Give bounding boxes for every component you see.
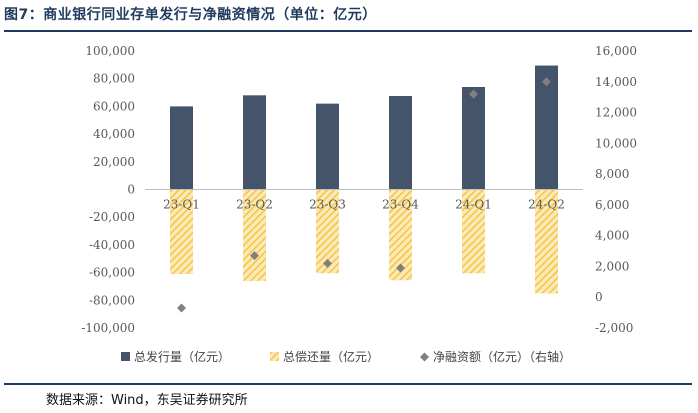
- right-tick-label: 12,000: [595, 106, 637, 120]
- net-financing-point: [542, 77, 551, 87]
- title-rule: [4, 30, 692, 32]
- repayment-bar: [389, 189, 412, 281]
- right-tick-label: 0: [595, 290, 603, 304]
- repayment-bar: [316, 189, 339, 274]
- repayment-bar: [462, 189, 485, 274]
- right-tick-label: 4,000: [595, 229, 629, 243]
- category-label: 24-Q2: [528, 198, 565, 212]
- right-axis: 16,000 14,000 12,000 10,000 8,000 6,000 4,000 2…: [595, 44, 637, 335]
- legend-swatch-issuance: [121, 352, 130, 361]
- right-tick-label: 14,000: [595, 75, 637, 89]
- right-tick-label: 10,000: [595, 136, 637, 150]
- left-tick-label: 0: [127, 183, 135, 197]
- issuance-bar: [462, 87, 485, 190]
- net-financing-point: [469, 89, 478, 99]
- right-tick-label: 8,000: [595, 167, 629, 181]
- left-tick-label: -80,000: [89, 293, 135, 307]
- legend-swatch-net: [420, 352, 429, 362]
- left-tick-label: 40,000: [93, 127, 135, 141]
- legend: 总发行量（亿元） 总偿还量（亿元） 净融资额（亿元）（右轴）: [121, 349, 571, 364]
- repayment-bar: [170, 189, 193, 274]
- left-tick-label: -100,000: [81, 321, 135, 335]
- category-label: 23-Q3: [309, 198, 346, 212]
- source-note: 数据来源：Wind，东吴证券研究所: [46, 393, 248, 408]
- left-tick-label: -20,000: [89, 210, 135, 224]
- right-tick-label: 16,000: [595, 44, 637, 58]
- issuance-bar: [243, 95, 266, 190]
- category-label: 24-Q1: [455, 198, 492, 212]
- net-financing-point: [250, 251, 259, 261]
- chart-title: 图7：商业银行同业存单发行与净融资情况（单位：亿元）: [4, 7, 377, 23]
- left-tick-label: -40,000: [89, 238, 135, 252]
- legend-swatch-repayment: [270, 352, 279, 361]
- left-tick-label: 20,000: [93, 155, 135, 169]
- source-rule: [4, 383, 692, 385]
- net-financing-point: [323, 258, 332, 268]
- issuance-bar: [389, 96, 412, 190]
- category-label: 23-Q1: [163, 198, 200, 212]
- repayment-bar: [535, 189, 558, 294]
- right-tick-label: -2,000: [595, 321, 633, 335]
- issuance-bar: [316, 103, 339, 190]
- right-tick-label: 6,000: [595, 198, 629, 212]
- left-tick-label: 80,000: [93, 72, 135, 86]
- repayment-bar: [243, 189, 266, 281]
- left-axis: 100,000 80,000 60,000 40,000 20,000 0 -20,000 -…: [81, 44, 135, 335]
- category-label: 23-Q4: [382, 198, 419, 212]
- left-tick-label: 100,000: [85, 44, 135, 58]
- issuance-bar: [535, 65, 558, 190]
- net-financing-point: [396, 263, 405, 273]
- right-tick-label: 2,000: [595, 259, 629, 273]
- legend-label: 总发行量（亿元）: [134, 349, 230, 364]
- left-tick-label: -60,000: [89, 266, 135, 280]
- category-labels: 23-Q1 23-Q2 23-Q3 23-Q4 24-Q1 24-Q2: [163, 198, 565, 212]
- issuance-bar: [170, 106, 193, 190]
- category-label: 23-Q2: [236, 198, 273, 212]
- net-financing-points: [177, 77, 551, 313]
- left-tick-label: 60,000: [93, 99, 135, 113]
- net-financing-point: [177, 303, 186, 313]
- legend-label: 净融资额（亿元）（右轴）: [433, 349, 571, 364]
- bars-group: [170, 65, 558, 294]
- legend-label: 总偿还量（亿元）: [283, 349, 379, 364]
